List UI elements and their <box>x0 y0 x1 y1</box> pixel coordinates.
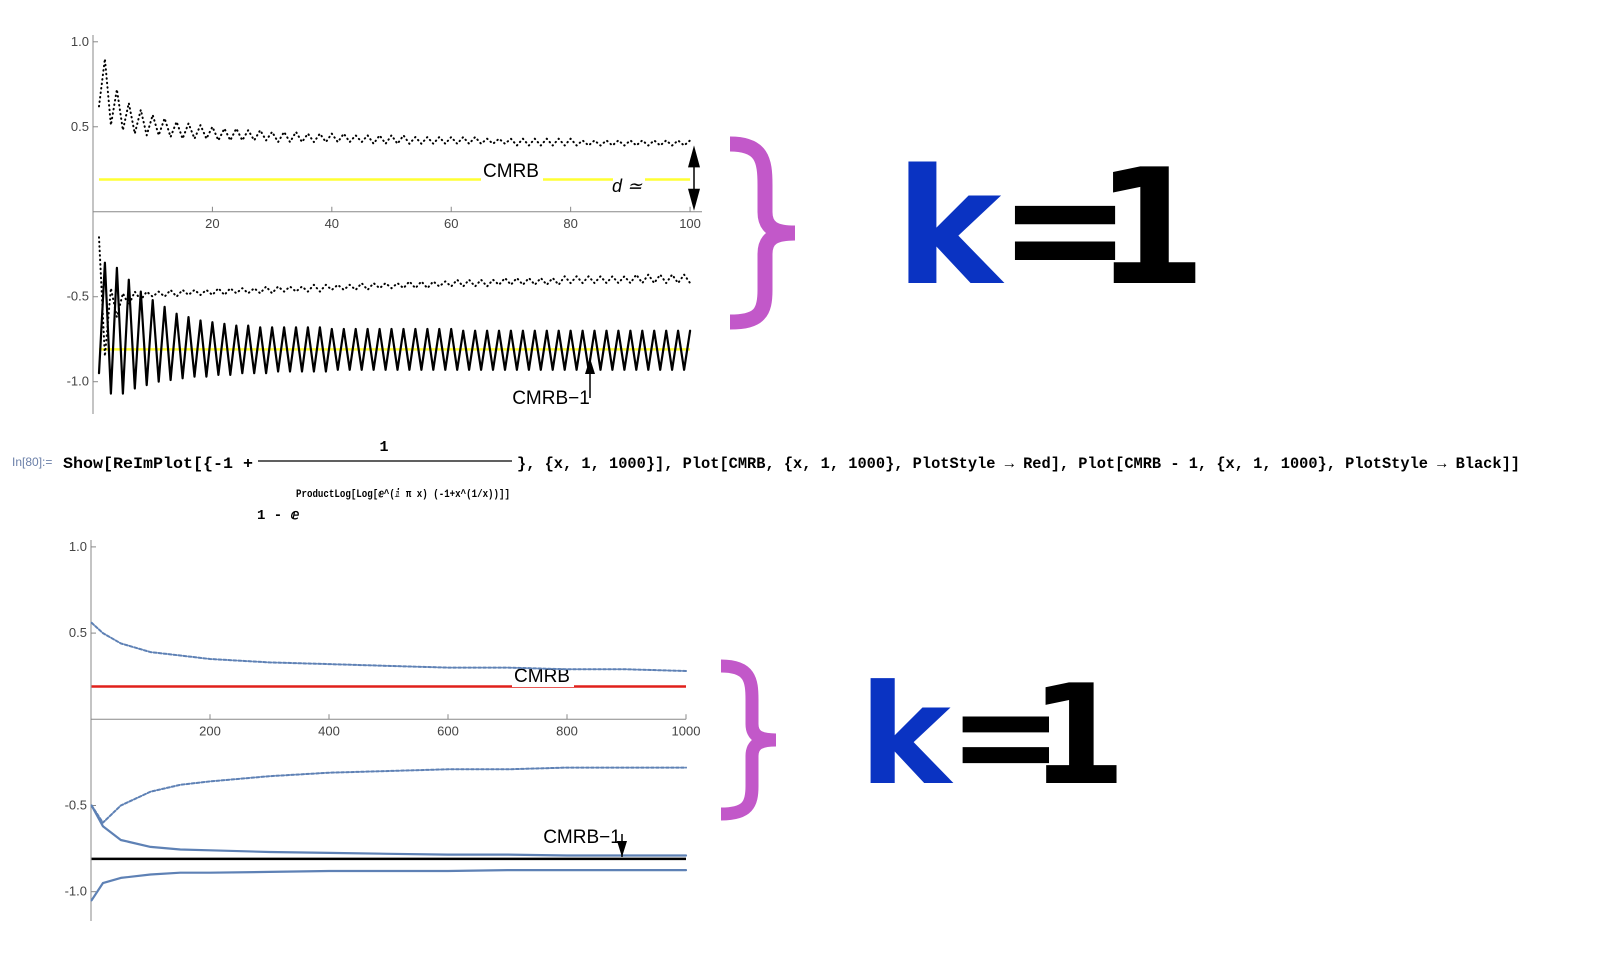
x-tick-label: 60 <box>444 216 458 231</box>
code-head: Show[ReImPlot[{-1 + <box>63 455 253 473</box>
code-denominator: 1 - ⅇ <box>257 508 300 524</box>
x-tick-label: 40 <box>325 216 339 231</box>
note-k: k <box>895 134 1005 321</box>
code-exponent: ProductLog[Log[ⅇ^(ⅈ π x) (-1+x^(1/x))]] <box>296 488 510 501</box>
code-numerator: 1 <box>379 439 388 456</box>
y-tick-label: -0.5 <box>65 797 87 812</box>
y-tick-label: -0.5 <box>67 289 89 304</box>
y-tick-label: 0.5 <box>69 625 87 640</box>
y-tick-label: -1.0 <box>65 884 87 899</box>
code-tail: }, {x, 1, 1000}], Plot[CMRB, {x, 1, 1000… <box>517 455 1520 473</box>
series-line <box>90 766 687 824</box>
x-tick-label: 20 <box>205 216 219 231</box>
reference-label: CMRB−1 <box>543 827 621 848</box>
reference-label: CMRB−1 <box>512 388 590 409</box>
brace <box>720 659 777 821</box>
label-backdrop <box>481 162 543 182</box>
x-tick-label: 600 <box>437 723 459 738</box>
arrow-head <box>688 188 700 211</box>
x-tick-label: 200 <box>199 723 221 738</box>
series-line <box>98 236 692 358</box>
brace <box>729 136 796 330</box>
note-one: 1 <box>1030 655 1126 816</box>
x-tick-label: 100 <box>679 216 701 231</box>
note-one: 1 <box>1095 134 1206 321</box>
arrow-head <box>585 358 595 374</box>
x-tick-label: 400 <box>318 723 340 738</box>
label-backdrop <box>512 667 574 687</box>
y-tick-label: 1.0 <box>69 539 87 554</box>
note-k: k <box>859 655 954 816</box>
arrow-head <box>688 145 700 168</box>
label-backdrop <box>613 176 645 198</box>
x-tick-label: 1000 <box>672 723 701 738</box>
series-line <box>97 261 692 395</box>
note-eq: = <box>948 655 1064 816</box>
input-label: In[80]:= <box>12 455 52 469</box>
arrow-head <box>617 841 627 857</box>
y-tick-label: -1.0 <box>67 374 89 389</box>
series-line <box>90 621 687 672</box>
x-tick-label: 80 <box>563 216 577 231</box>
annotation: d ≃ <box>612 176 643 196</box>
reference-label: CMRB <box>514 666 570 687</box>
series-line <box>98 57 692 147</box>
note-eq: = <box>998 134 1132 321</box>
series-line <box>90 869 688 902</box>
y-tick-label: 0.5 <box>71 119 89 134</box>
series-line <box>90 804 688 857</box>
x-tick-label: 800 <box>556 723 578 738</box>
y-tick-label: 1.0 <box>71 34 89 49</box>
reference-label: CMRB <box>483 161 539 182</box>
